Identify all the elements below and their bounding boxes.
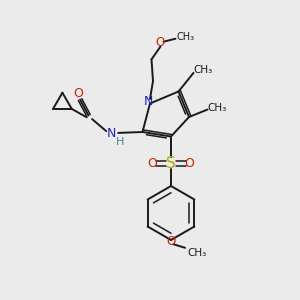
- Text: N: N: [144, 95, 153, 108]
- Text: N: N: [107, 127, 116, 140]
- Text: CH₃: CH₃: [207, 103, 226, 113]
- Text: S: S: [166, 156, 176, 171]
- Text: O: O: [73, 87, 83, 100]
- Text: CH₃: CH₃: [187, 248, 206, 258]
- Text: H: H: [116, 137, 124, 147]
- Text: CH₃: CH₃: [193, 65, 212, 75]
- Text: O: O: [185, 157, 194, 170]
- Text: O: O: [148, 157, 157, 170]
- Text: O: O: [167, 235, 176, 248]
- Text: O: O: [156, 36, 165, 50]
- Text: CH₃: CH₃: [177, 32, 195, 43]
